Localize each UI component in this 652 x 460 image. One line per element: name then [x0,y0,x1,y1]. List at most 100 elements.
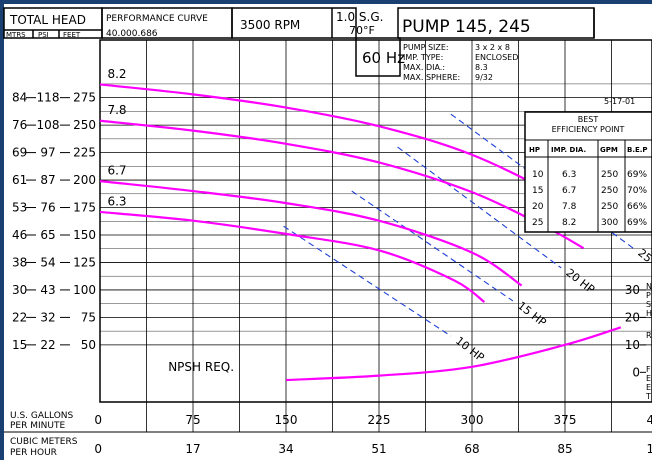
curve-number: 40.000.686 [106,29,158,39]
spec-value: ENCLOSED [475,53,518,62]
y-tick-mtrs: 61 [12,173,27,187]
bep-cell: 25 [532,218,543,228]
m3h-axis-label: CUBIC METERS [10,437,78,447]
hp-line [283,225,452,337]
y-tick-mtrs: 69 [12,146,27,160]
bep-cell: 69% [627,170,647,180]
performance-curve-label: PERFORMANCE CURVE [106,14,208,24]
y-tick-mtrs: 53 [12,201,27,215]
bep-cell: 15 [532,186,543,196]
bep-subtitle: EFFICIENCY POINT [552,125,625,134]
x-tick-gpm: 0 [94,413,102,427]
series-label: 8.2 [107,67,126,81]
x-tick-gpm: 300 [461,413,484,427]
spec-label: MAX. DIA.: [403,63,445,72]
total-head-label: TOTAL HEAD [9,13,86,27]
x-tick-m3h: 68 [464,442,479,456]
npsh-letter: F [646,365,651,374]
y-tick-feet: 75 [81,310,96,324]
bep-cell: 70% [627,186,647,196]
temperature: 70°F [349,24,375,37]
y-tick-feet: 175 [73,201,96,215]
x-tick-gpm: 75 [185,413,200,427]
y-tick-feet: 125 [73,255,96,269]
y-tick-psi: 32 [40,310,55,324]
header [3,7,595,77]
y-tick-mtrs: 76 [12,118,27,132]
bep-row: 25 8.2 300 69% [532,218,647,228]
x-tick-gpm: 150 [275,413,298,427]
spec-label: MAX. SPHERE: [403,73,460,82]
bep-cell: 6.3 [562,170,576,180]
y-tick-feet: 225 [73,146,96,160]
x-tick-m3h: 34 [278,442,293,456]
bep-cell: 20 [532,202,544,212]
y-tick-feet: 200 [73,173,96,187]
y-tick-feet: 50 [81,338,96,352]
bep-cell: 300 [601,218,618,228]
npsh-letter: N [646,282,652,291]
spec-value: 3 x 2 x 8 [475,43,510,52]
hp-line [397,146,562,269]
series-curve [99,210,486,303]
bep-column-header: GPM [600,146,618,154]
npsh-tick: 20 [625,310,640,324]
y-tick-psi: 76 [40,201,55,215]
y-tick-psi: 65 [40,228,55,242]
y-tick-feet: 250 [73,118,96,132]
bep-cell: 10 [532,170,544,180]
series-curve [285,326,622,382]
y-tick-psi: 118 [37,91,60,105]
mtrs-header: MTRS [6,31,26,39]
hp-line [351,190,514,302]
feet-header: FEET [63,31,81,39]
bep-row: 10 6.3 250 69% [532,170,647,180]
bep-cell: 6.7 [562,186,576,196]
npsh-axis-label: N P S H R F E E T [645,282,652,401]
npsh-letter: E [646,374,651,383]
y-tick-mtrs: 84 [12,91,27,105]
bep-table-box [524,111,652,233]
series-label: 7.8 [107,103,126,117]
bep-cell: 8.2 [562,218,576,228]
bep-table: BEST EFFICIENCY POINT HP IMP. DIA. GPM B… [524,111,652,233]
series-label: 6.7 [107,164,126,178]
spec-value: 9/32 [475,73,493,82]
y-tick-feet: 100 [73,283,96,297]
plot-border [99,39,652,403]
x-tick-m3h: 51 [371,442,386,456]
frequency-label: 60 Hz [362,49,405,67]
npsh-letter: P [646,291,651,300]
y-tick-psi: 22 [40,338,55,352]
bep-column-header: HP [529,146,540,154]
bep-cell: 250 [601,186,618,196]
npsh-tick: 10 [625,338,640,352]
bep-column-header: B.E.P [627,146,648,154]
x-tick-gpm: 375 [554,413,577,427]
psi-header: PSI [38,31,49,39]
y-tick-psi: 54 [40,255,55,269]
npsh-tick: 30 [625,283,640,297]
y-tick-mtrs: 15 [12,338,27,352]
x-tick-gpm: 225 [368,413,391,427]
y-tick-mtrs: 30 [12,283,27,297]
x-tick-m3h: 85 [557,442,572,456]
gpm-axis-label: U.S. GALLONS [10,411,74,421]
bep-cell: 7.8 [562,202,577,212]
y-tick-feet: 150 [73,228,96,242]
y-tick-psi: 97 [40,146,55,160]
y-tick-psi: 108 [37,118,60,132]
bep-cell: 69% [627,218,647,228]
curve-date: 5-17-01 [604,97,635,106]
spec-value: 8.3 [475,63,488,72]
bep-row: 15 6.7 250 70% [532,186,647,196]
npsh-letter: S [646,300,651,309]
y-tick-mtrs: 38 [12,255,27,269]
pump-title: PUMP 145, 245 [402,17,531,37]
bep-cell: 250 [601,170,618,180]
npsh-tick: 0 [632,365,640,379]
npsh-letter: R [646,331,652,340]
npsh-letter: H [646,309,652,318]
